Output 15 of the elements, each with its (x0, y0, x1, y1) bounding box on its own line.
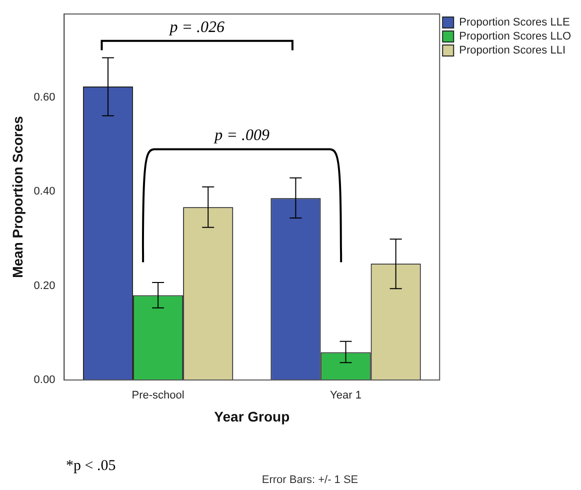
x-tick-label: Year 1 (330, 390, 362, 402)
x-tick-label: Pre-school (132, 390, 184, 402)
y-tick-label: 0.40 (34, 186, 56, 198)
y-tick-label: 0.20 (34, 280, 56, 292)
legend-label: Proportion Scores LLE (459, 16, 570, 29)
y-axis-title: Mean Proportion Scores (9, 116, 26, 278)
x-axis-title: Year Group (214, 408, 290, 424)
y-tick-label: 0.00 (34, 374, 56, 386)
annotation: p = .026 (168, 18, 226, 37)
legend-label: Proportion Scores LLO (459, 30, 572, 43)
legend-label: Proportion Scores LLI (459, 44, 566, 57)
text: Error Bars: +/- 1 SE (260, 474, 360, 486)
text: *p < .05 (66, 458, 116, 475)
annotation: p = .009 (212, 127, 270, 146)
y-tick-label: 0.60 (34, 91, 56, 104)
